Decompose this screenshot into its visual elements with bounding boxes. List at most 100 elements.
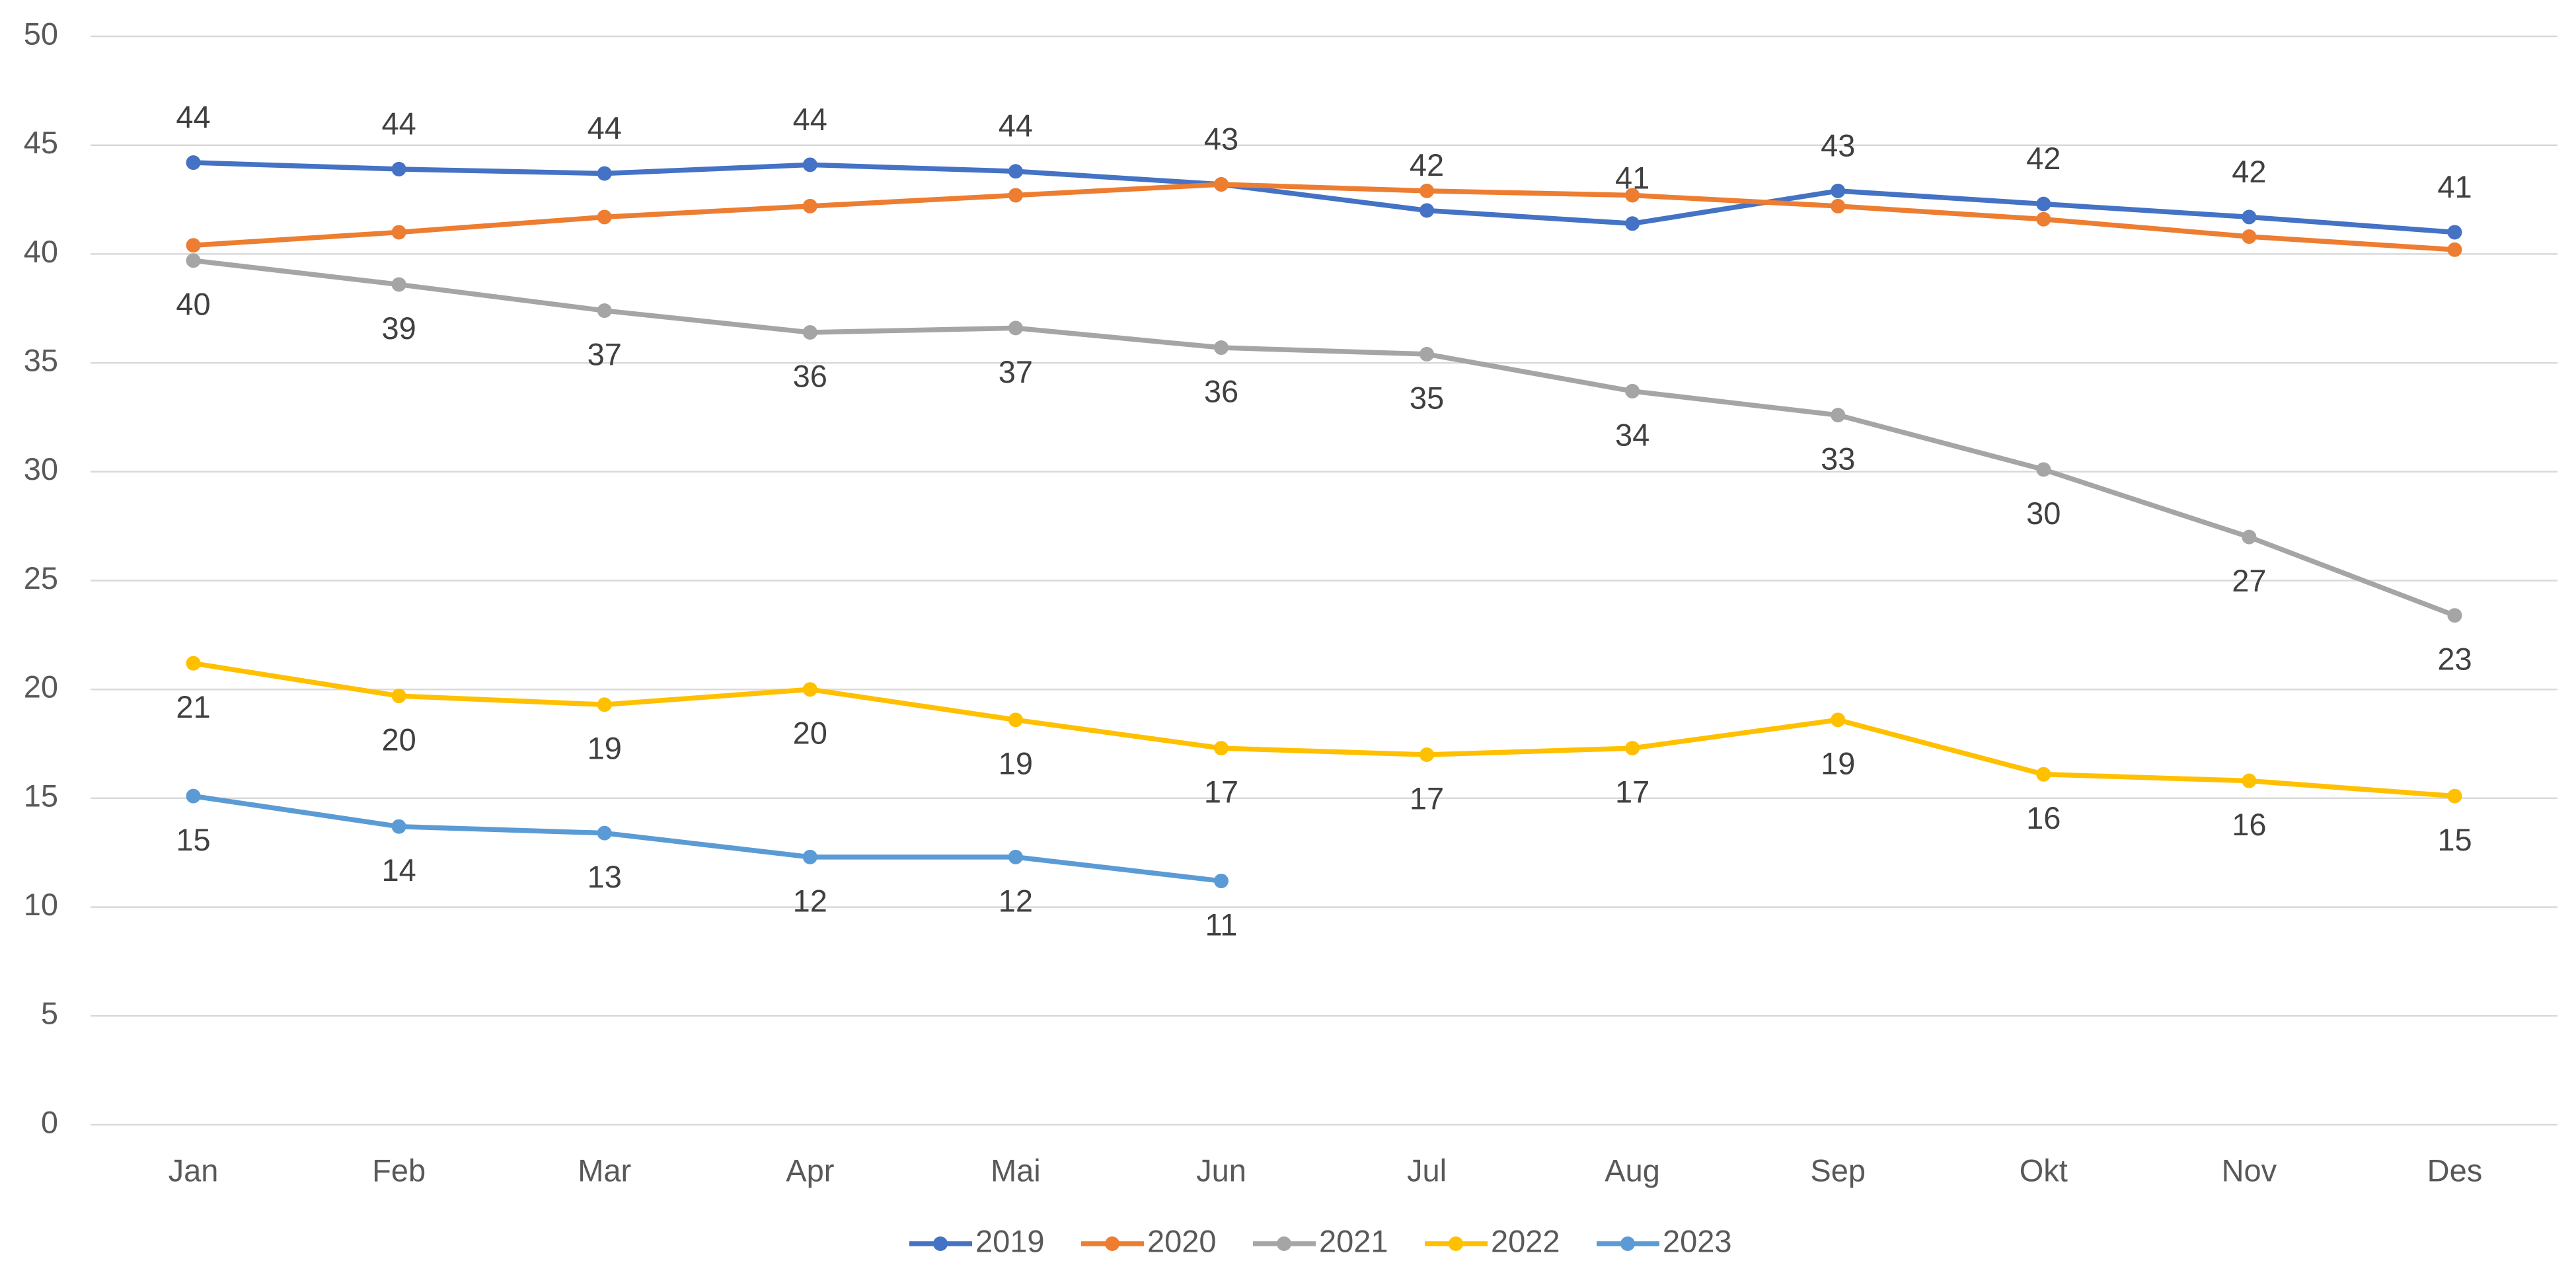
data-point [1213, 741, 1229, 756]
data-label: 42 [2026, 141, 2061, 176]
legend-marker [1620, 1236, 1635, 1251]
data-point [1625, 216, 1640, 231]
data-label: 36 [793, 358, 827, 393]
series-line [193, 182, 2455, 252]
x-tick-label: Feb [372, 1153, 426, 1188]
data-point [391, 819, 406, 834]
data-point [2036, 211, 2051, 227]
data-label: 42 [2232, 154, 2266, 189]
data-point [2242, 229, 2257, 245]
data-point [186, 238, 201, 253]
data-label: 40 [176, 287, 210, 322]
data-label: 17 [1410, 780, 1444, 815]
y-tick-label: 5 [41, 996, 58, 1031]
data-point [1831, 408, 1846, 423]
series-line [192, 793, 1222, 884]
y-tick-label: 25 [24, 560, 58, 595]
data-label: 19 [1821, 746, 1855, 781]
data-point [2036, 196, 2051, 211]
data-point [2036, 767, 2051, 782]
y-tick-label: 45 [24, 125, 58, 160]
legend-label: 2019 [975, 1223, 1045, 1258]
data-label: 13 [587, 859, 622, 894]
series-line [193, 160, 2455, 235]
data-point [1213, 340, 1229, 356]
data-label: 35 [1410, 380, 1444, 415]
data-point [1213, 176, 1229, 192]
data-point [391, 161, 406, 176]
data-label: 44 [587, 110, 622, 145]
data-label: 21 [176, 689, 210, 724]
data-label: 36 [1204, 373, 1238, 408]
data-point [1213, 874, 1229, 889]
data-point [1008, 849, 1023, 864]
data-label: 17 [1615, 775, 1649, 810]
data-label: 19 [587, 731, 622, 766]
legend-marker [1105, 1236, 1119, 1251]
data-point [2447, 788, 2462, 804]
x-tick-label: Aug [1605, 1153, 1660, 1188]
data-label: 12 [999, 883, 1033, 918]
y-tick-label: 40 [24, 234, 58, 269]
data-label: 27 [2232, 563, 2266, 598]
x-tick-label: Jun [1196, 1153, 1246, 1188]
data-label: 11 [1205, 907, 1238, 942]
data-point [1625, 188, 1640, 203]
data-label: 42 [1410, 147, 1444, 182]
legend-label: 2021 [1319, 1223, 1388, 1258]
data-point [186, 155, 201, 170]
y-tick-label: 35 [24, 343, 58, 378]
data-point [2447, 608, 2462, 623]
legend-marker [933, 1236, 948, 1251]
data-label: 34 [1615, 417, 1649, 452]
data-point [2036, 462, 2051, 477]
data-label: 12 [793, 883, 827, 918]
data-point [1831, 198, 1846, 213]
data-label: 41 [1615, 161, 1649, 196]
data-label: 16 [2026, 800, 2061, 835]
data-label: 44 [176, 99, 210, 134]
data-label: 44 [793, 102, 827, 137]
data-label: 44 [381, 106, 416, 141]
data-label: 23 [2437, 642, 2472, 677]
y-tick-label: 0 [41, 1104, 58, 1139]
data-point [802, 198, 817, 213]
data-point [2447, 225, 2462, 240]
y-tick-label: 10 [24, 887, 58, 922]
x-tick-label: Jul [1407, 1153, 1447, 1188]
x-tick-label: Jan [169, 1153, 219, 1188]
data-point [391, 225, 406, 240]
data-label: 44 [999, 108, 1033, 143]
data-point [2242, 529, 2257, 545]
data-point [597, 166, 612, 181]
data-label: 39 [381, 311, 416, 346]
x-tick-label: Mar [578, 1153, 631, 1188]
data-label: 43 [1204, 121, 1238, 156]
data-label: 14 [381, 852, 416, 888]
data-point [1625, 741, 1640, 756]
data-point [391, 689, 406, 704]
data-point [1008, 321, 1023, 336]
data-point [802, 157, 817, 172]
data-point [186, 656, 201, 671]
data-point [597, 825, 612, 841]
data-label: 16 [2232, 807, 2266, 842]
data-point [186, 788, 201, 804]
data-point [1008, 164, 1023, 179]
data-point [597, 209, 612, 225]
data-point [802, 682, 817, 697]
x-tick-label: Mai [991, 1153, 1041, 1188]
data-label: 41 [2437, 169, 2472, 204]
data-label: 15 [2437, 822, 2472, 857]
data-point [1420, 183, 1435, 198]
data-label: 43 [1821, 128, 1855, 163]
data-point [1831, 712, 1846, 728]
data-point [1831, 183, 1846, 198]
x-tick-label: Des [2427, 1153, 2483, 1188]
x-tick-label: Okt [2020, 1153, 2068, 1188]
x-tick-label: Nov [2222, 1153, 2277, 1188]
series-line [192, 660, 2455, 799]
data-point [1625, 383, 1640, 398]
y-tick-label: 50 [24, 16, 58, 51]
data-point [2242, 773, 2257, 788]
